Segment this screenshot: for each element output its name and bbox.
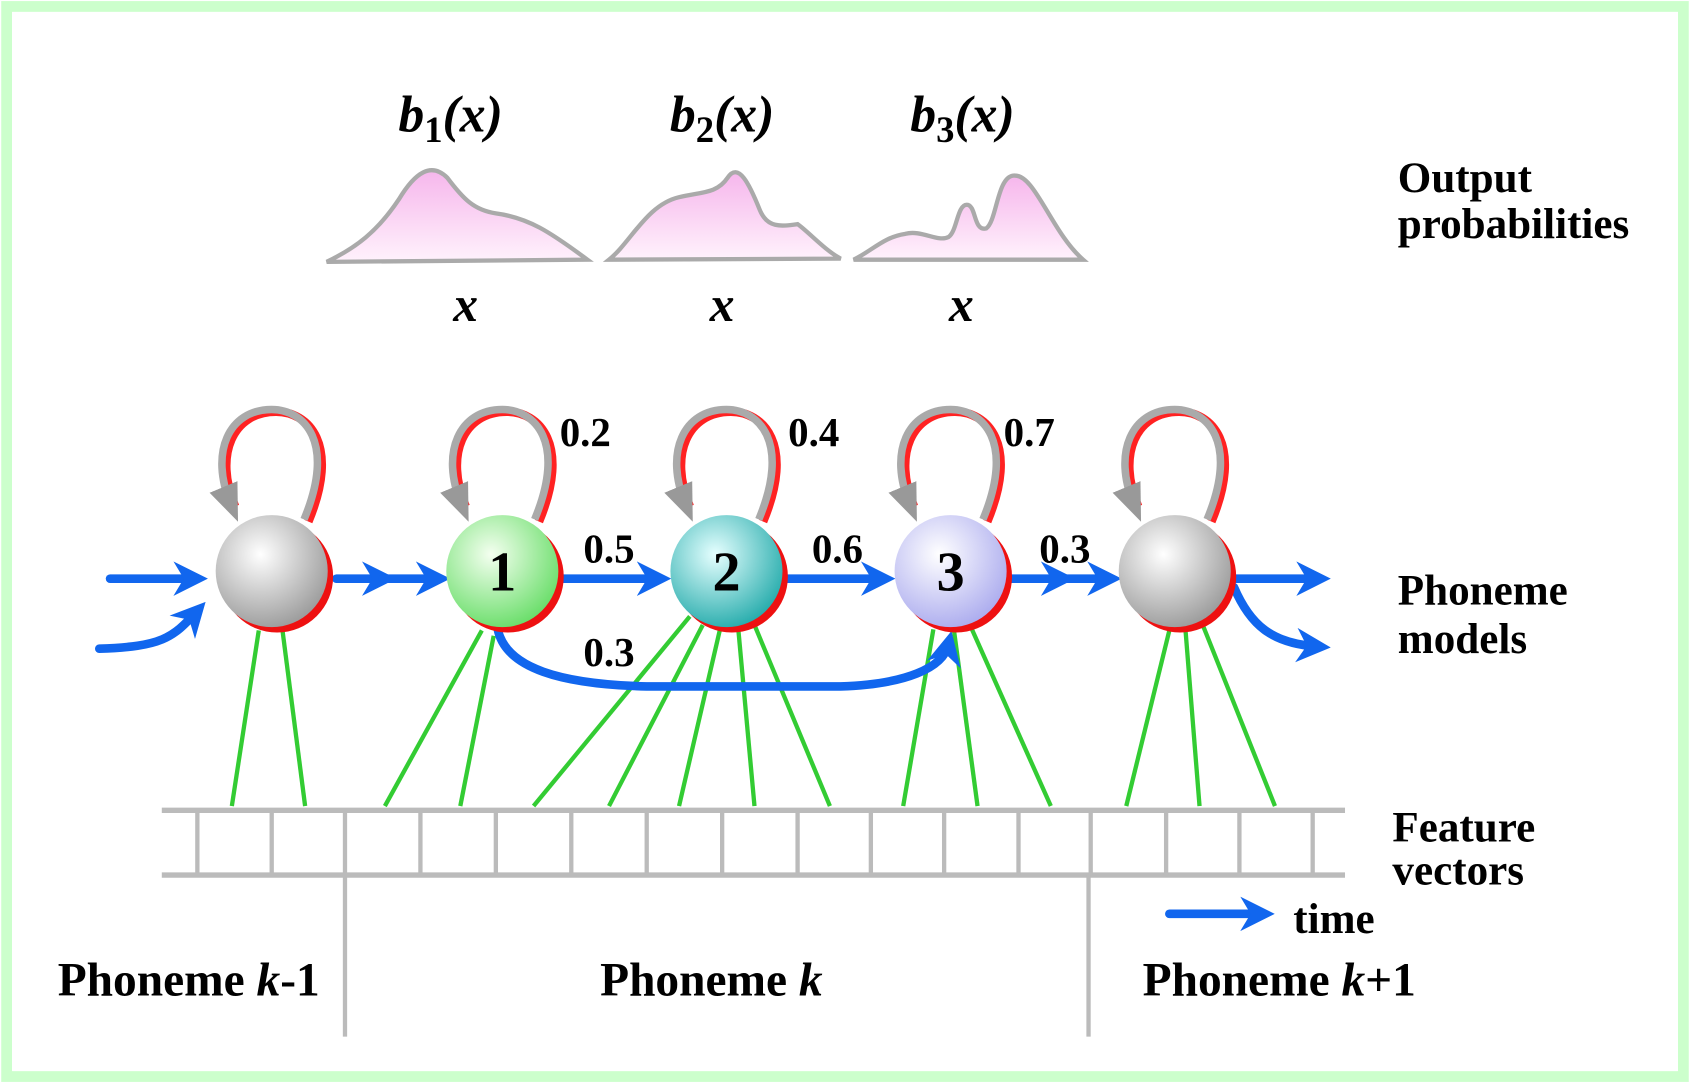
axis-label: x <box>709 277 735 332</box>
function-name: b <box>670 86 696 143</box>
axis-label: x <box>948 277 974 332</box>
side-label: Feature <box>1392 805 1535 852</box>
function-name: b <box>910 86 936 143</box>
state-label: 3 <box>937 542 965 604</box>
phoneme-variable: k <box>799 955 823 1007</box>
phoneme-variable: k <box>1341 955 1365 1007</box>
diagram: b1(x)xb2(x)xb3(x)xOutputprobabilitiesPho… <box>0 0 1690 1083</box>
density-label: b2(x) <box>670 86 774 150</box>
subscript: 1 <box>424 109 442 150</box>
transition-probability: 0.3 <box>1039 527 1090 572</box>
time-label: time <box>1293 896 1374 943</box>
axis-label: x <box>452 277 478 332</box>
argument: (x) <box>443 86 503 143</box>
density-label: b1(x) <box>398 86 502 150</box>
side-label: vectors <box>1392 848 1524 895</box>
self-loop-probability: 0.4 <box>788 410 839 455</box>
self-loop-probability: 0.7 <box>1004 410 1055 455</box>
subscript: 3 <box>936 109 954 150</box>
argument: (x) <box>714 86 774 143</box>
transition-probability: 0.6 <box>812 527 863 572</box>
function-name: b <box>398 86 424 143</box>
state-label: 2 <box>712 542 740 604</box>
phoneme-variable: k <box>257 955 281 1007</box>
phoneme-suffix: +1 <box>1365 955 1416 1007</box>
side-label: models <box>1398 616 1527 663</box>
phoneme-suffix: -1 <box>280 955 320 1007</box>
subscript: 2 <box>696 109 714 150</box>
density-label: b3(x) <box>910 86 1014 150</box>
phoneme-name: Phoneme <box>58 955 245 1007</box>
phoneme-name: Phoneme <box>600 955 787 1007</box>
transition-probability: 0.5 <box>583 527 634 572</box>
phoneme-name: Phoneme <box>1143 955 1330 1007</box>
side-label: probabilities <box>1398 201 1629 248</box>
argument: (x) <box>954 86 1014 143</box>
state-label: 1 <box>488 542 516 604</box>
self-loop-probability: 0.2 <box>560 410 611 455</box>
state <box>216 515 328 627</box>
skip-probability: 0.3 <box>583 630 634 675</box>
state <box>1119 515 1231 627</box>
side-label: Output <box>1398 155 1533 202</box>
side-label: Phoneme <box>1398 568 1568 615</box>
